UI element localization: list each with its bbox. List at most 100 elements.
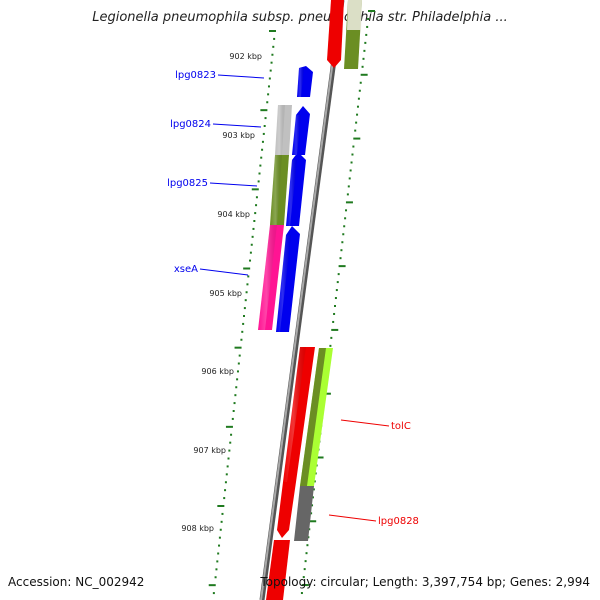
minor-tick <box>334 297 337 300</box>
minor-tick <box>255 204 258 207</box>
minor-tick <box>341 241 344 244</box>
minor-tick <box>334 305 336 307</box>
minor-tick <box>242 322 245 325</box>
outer-ring-ticks <box>208 10 375 595</box>
backbone <box>259 0 345 600</box>
minor-tick <box>356 105 359 108</box>
top-segments <box>327 0 362 69</box>
minor-tick <box>305 552 308 555</box>
minor-tick <box>342 233 345 236</box>
minor-tick <box>356 113 359 116</box>
minor-tick <box>352 145 355 148</box>
minor-tick <box>351 153 354 156</box>
minor-tick <box>223 497 226 500</box>
minor-tick <box>241 330 244 333</box>
minor-tick <box>235 386 238 389</box>
minor-tick <box>254 212 257 215</box>
major-tick <box>217 505 225 507</box>
cog-track <box>258 105 292 330</box>
minor-tick <box>330 336 333 339</box>
major-tick <box>345 201 353 204</box>
minor-tick <box>267 85 270 88</box>
minor-tick <box>367 17 370 20</box>
minor-tick <box>251 235 254 238</box>
minor-tick <box>257 180 260 183</box>
minor-tick <box>337 273 340 276</box>
gene-arrow-top-reverse[interactable] <box>327 0 344 68</box>
genome-stats-label: Topology: circular; Length: 3,397,754 bp… <box>260 575 590 589</box>
minor-tick <box>224 489 227 492</box>
minor-tick <box>268 77 271 80</box>
minor-tick <box>255 196 258 199</box>
minor-tick <box>250 243 253 246</box>
minor-tick <box>244 299 247 302</box>
minor-tick <box>243 307 246 310</box>
gene-label-lpg0825[interactable]: lpg0825 <box>167 178 208 189</box>
minor-tick <box>214 576 217 579</box>
accession-label: Accession: NC_002942 <box>8 575 145 589</box>
minor-tick <box>231 417 234 420</box>
tick-label-903: 903 kbp <box>222 131 255 140</box>
cog-track-lower <box>294 348 333 541</box>
minor-tick <box>236 370 239 373</box>
tick-label-908: 908 kbp <box>181 524 214 533</box>
minor-tick <box>249 259 252 262</box>
gene-label-lpg0828[interactable]: lpg0828 <box>378 516 419 527</box>
gene-label-lpg0823[interactable]: lpg0823 <box>175 70 216 81</box>
minor-tick <box>261 148 264 151</box>
minor-tick <box>232 410 235 412</box>
major-tick <box>309 520 317 523</box>
minor-tick <box>252 227 255 230</box>
minor-tick <box>263 125 266 127</box>
minor-tick <box>249 251 252 254</box>
minor-tick <box>364 41 367 44</box>
minor-tick <box>359 81 362 84</box>
minor-tick <box>349 169 352 172</box>
minor-tick <box>218 544 221 547</box>
tick-label-907: 907 kbp <box>193 446 226 455</box>
minor-tick <box>354 129 357 132</box>
gene-arrow-bottom-reverse[interactable] <box>266 540 290 600</box>
tick-label-902: 902 kbp <box>229 52 262 61</box>
gene-label-tolC[interactable]: tolC <box>391 421 411 432</box>
minor-tick <box>270 61 273 64</box>
major-tick <box>316 456 324 459</box>
minor-tick <box>344 217 347 220</box>
gene-label-xseA[interactable]: xseA <box>174 264 198 275</box>
minor-tick <box>348 177 351 180</box>
minor-tick <box>229 441 232 444</box>
minor-tick <box>218 536 221 539</box>
minor-tick <box>220 520 223 523</box>
major-tick <box>353 137 361 140</box>
gene-label-lpg0824[interactable]: lpg0824 <box>170 119 211 130</box>
major-tick <box>251 188 259 191</box>
minor-tick <box>246 283 249 286</box>
minor-tick <box>224 481 227 484</box>
minor-tick <box>245 291 248 294</box>
minor-tick <box>219 528 222 531</box>
minor-tick <box>217 552 220 555</box>
minor-tick <box>347 185 350 188</box>
major-tick <box>368 10 375 12</box>
minor-tick <box>221 512 224 515</box>
minor-tick <box>363 49 366 52</box>
minor-tick <box>302 576 305 579</box>
minor-tick <box>333 312 336 315</box>
minor-tick <box>340 249 343 252</box>
minor-tick <box>304 560 307 563</box>
minor-tick <box>253 220 256 222</box>
reverse-genes-track <box>266 347 315 600</box>
major-tick <box>338 265 346 268</box>
cog-block-dark-grey <box>294 486 314 541</box>
minor-tick <box>358 89 361 92</box>
minor-tick <box>227 457 230 460</box>
minor-tick <box>343 225 346 228</box>
minor-tick <box>259 164 262 167</box>
minor-tick <box>216 560 219 563</box>
minor-tick <box>230 433 233 436</box>
minor-tick <box>336 281 339 284</box>
minor-tick <box>306 544 309 547</box>
gene-arrow-lpg0828[interactable] <box>277 482 296 538</box>
minor-tick <box>240 338 243 341</box>
